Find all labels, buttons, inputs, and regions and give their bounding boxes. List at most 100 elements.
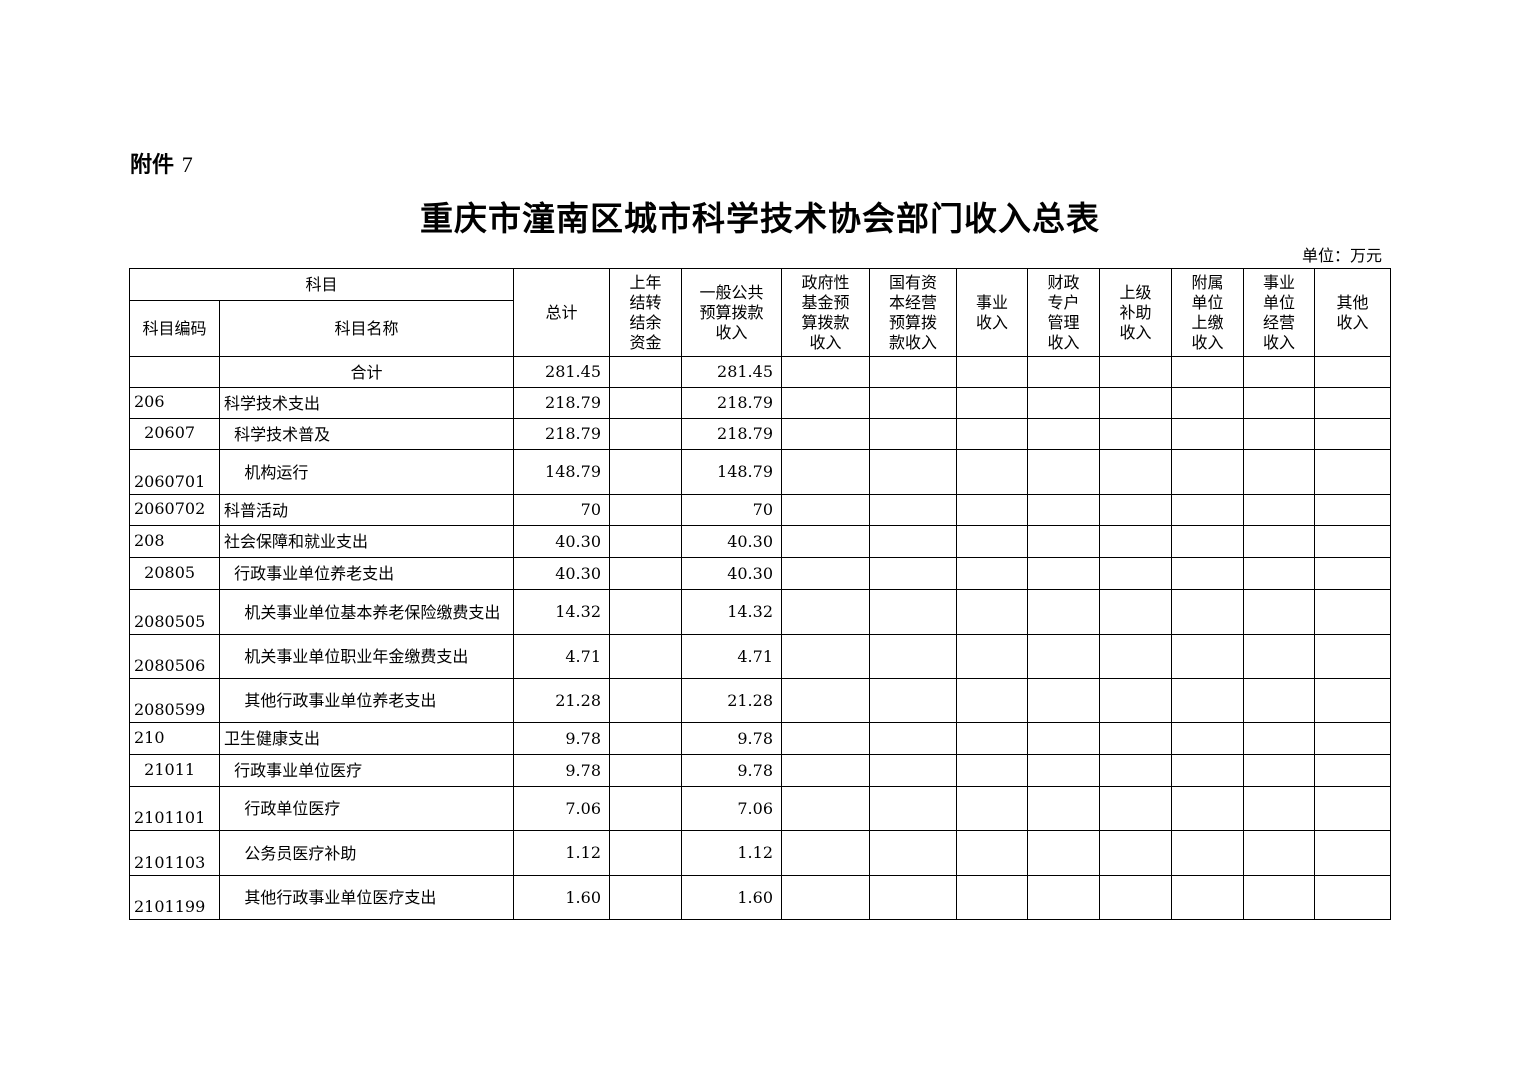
cell-empty [869, 494, 957, 526]
cell-code: 2060702 [129, 494, 220, 526]
cell-empty [781, 875, 870, 920]
header-business: 事业 收入 [956, 268, 1028, 357]
cell-empty [1171, 557, 1244, 590]
cell-general: 40.30 [681, 525, 782, 558]
cell-total: 40.30 [513, 525, 610, 558]
cell-empty [1099, 418, 1172, 450]
cell-empty [956, 754, 1028, 787]
cell-empty [1171, 525, 1244, 558]
cell-general: 148.79 [681, 449, 782, 495]
cell-name: 其他行政事业单位养老支出 [219, 678, 514, 723]
cell-empty [1027, 722, 1100, 755]
cell-empty [781, 722, 870, 755]
cell-empty [1027, 678, 1100, 723]
cell-empty [956, 557, 1028, 590]
cell-general: 281.45 [681, 356, 782, 388]
cell-empty [781, 449, 870, 495]
cell-empty [869, 754, 957, 787]
cell-total: 218.79 [513, 387, 610, 419]
cell-empty [1099, 830, 1172, 876]
cell-carryover [609, 525, 682, 558]
header-special: 财政 专户 管理 收入 [1027, 268, 1100, 357]
cell-empty [1099, 557, 1172, 590]
table-row: 21011 行政事业单位医疗 9.78 9.78 [129, 754, 1391, 787]
cell-empty [1314, 678, 1391, 723]
cell-empty [1314, 418, 1391, 450]
header-superior: 上级 补助 收入 [1099, 268, 1172, 357]
cell-empty [1171, 418, 1244, 450]
cell-empty [869, 387, 957, 419]
unit-label: 单位：万元 [1301, 246, 1382, 265]
cell-total: 9.78 [513, 722, 610, 755]
cell-empty [1099, 449, 1172, 495]
header-code: 科目编码 [129, 300, 220, 357]
cell-empty [869, 722, 957, 755]
cell-empty [1027, 786, 1100, 831]
cell-empty [1243, 589, 1315, 635]
cell-empty [1027, 634, 1100, 679]
table-row: 2080505 机关事业单位基本养老保险缴费支出 14.32 14.32 [129, 589, 1391, 635]
attachment-text: 附件 [130, 153, 175, 178]
cell-empty [1243, 494, 1315, 526]
cell-empty [869, 525, 957, 558]
cell-empty [1243, 754, 1315, 787]
cell-empty [1027, 525, 1100, 558]
cell-empty [781, 754, 870, 787]
cell-carryover [609, 678, 682, 723]
cell-empty [1243, 678, 1315, 723]
cell-empty [956, 830, 1028, 876]
cell-empty [1027, 557, 1100, 590]
table-row: 210 卫生健康支出 9.78 9.78 [129, 722, 1391, 755]
header-general: 一般公共 预算拨款 收入 [681, 268, 782, 357]
page-title: 重庆市潼南区城市科学技术协会部门收入总表 [420, 199, 1100, 238]
cell-empty [956, 494, 1028, 526]
cell-empty [1171, 678, 1244, 723]
cell-name: 合计 [219, 356, 514, 388]
cell-empty [1314, 525, 1391, 558]
cell-empty [781, 786, 870, 831]
cell-general: 218.79 [681, 418, 782, 450]
cell-carryover [609, 875, 682, 920]
cell-code [129, 356, 220, 388]
cell-general: 70 [681, 494, 782, 526]
cell-code: 2101101 [129, 786, 220, 831]
cell-empty [956, 786, 1028, 831]
cell-empty [1243, 525, 1315, 558]
cell-code: 20805 [129, 557, 220, 590]
cell-empty [1314, 449, 1391, 495]
cell-empty [956, 875, 1028, 920]
cell-general: 9.78 [681, 754, 782, 787]
cell-code: 208 [129, 525, 220, 558]
cell-empty [956, 678, 1028, 723]
cell-general: 4.71 [681, 634, 782, 679]
table-row: 2101103 公务员医疗补助 1.12 1.12 [129, 830, 1391, 876]
cell-general: 21.28 [681, 678, 782, 723]
cell-empty [1099, 786, 1172, 831]
cell-carryover [609, 722, 682, 755]
cell-empty [1314, 634, 1391, 679]
cell-empty [1243, 722, 1315, 755]
cell-name: 机关事业单位基本养老保险缴费支出 [219, 589, 514, 635]
cell-empty [781, 356, 870, 388]
cell-empty [1027, 875, 1100, 920]
cell-empty [869, 589, 957, 635]
cell-empty [1314, 722, 1391, 755]
cell-empty [1314, 494, 1391, 526]
cell-general: 7.06 [681, 786, 782, 831]
cell-carryover [609, 387, 682, 419]
cell-code: 210 [129, 722, 220, 755]
cell-empty [1099, 678, 1172, 723]
cell-empty [781, 557, 870, 590]
cell-total: 70 [513, 494, 610, 526]
cell-empty [1027, 754, 1100, 787]
cell-carryover [609, 634, 682, 679]
cell-empty [1243, 786, 1315, 831]
cell-empty [1171, 449, 1244, 495]
cell-empty [869, 875, 957, 920]
table-row: 208 社会保障和就业支出 40.30 40.30 [129, 525, 1391, 558]
table-row: 2060702 科普活动 70 70 [129, 494, 1391, 526]
cell-empty [781, 634, 870, 679]
cell-general: 40.30 [681, 557, 782, 590]
cell-empty [1099, 494, 1172, 526]
cell-code: 21011 [129, 754, 220, 787]
